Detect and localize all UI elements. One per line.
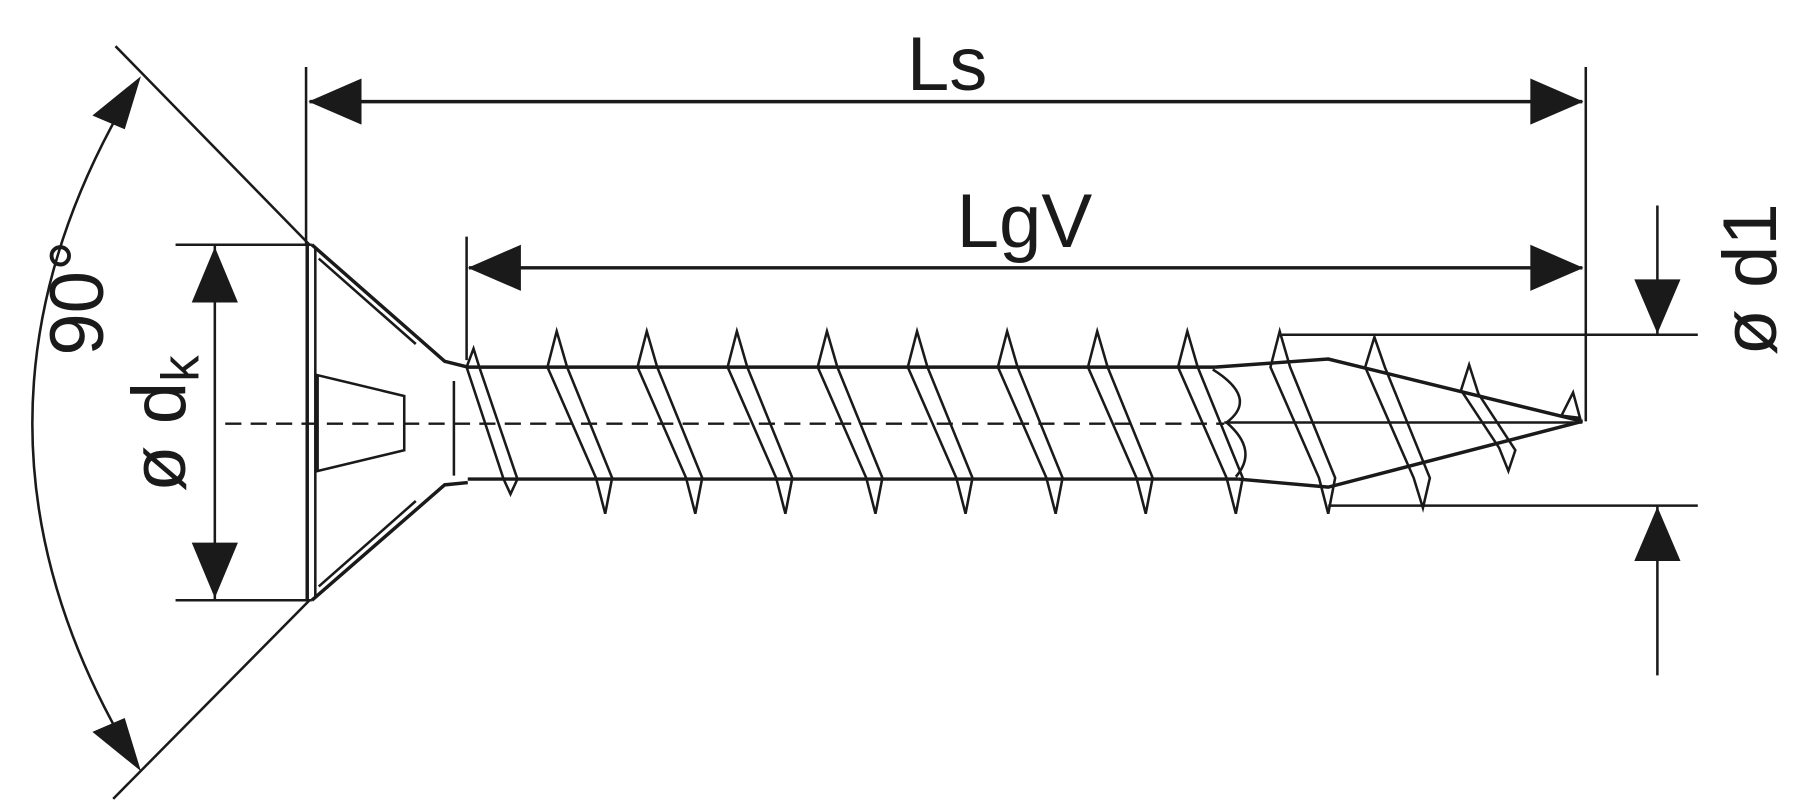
thread-flank <box>816 326 884 515</box>
head-inner-bottom <box>317 500 417 588</box>
angle-arrow-top <box>92 76 141 130</box>
thread-flank <box>465 344 519 498</box>
ls-arrow-right <box>1530 78 1584 125</box>
head-cone-top <box>310 243 469 369</box>
dk-subscript: k <box>152 355 211 382</box>
dk-symbol: ø d <box>117 382 202 492</box>
screw-shank <box>225 357 1583 489</box>
head-inner-top <box>317 257 417 345</box>
thread-flank <box>1459 360 1517 475</box>
angle-line-top <box>114 45 311 246</box>
head-angle-label: 90° <box>35 240 120 355</box>
overall-length-label: Ls <box>907 22 987 107</box>
lgv-arrow-right <box>1530 244 1584 291</box>
angle-arrow-bottom <box>92 718 141 772</box>
screw-threads <box>465 326 1582 515</box>
thread-flank <box>546 326 614 515</box>
thread-flank <box>1269 326 1337 515</box>
angle-line-bottom <box>112 599 311 800</box>
dk-arrow-top <box>191 247 238 303</box>
thread-flank <box>1176 326 1245 515</box>
lgv-arrow-left <box>467 244 521 291</box>
overall-length-dimension: Ls <box>308 22 1584 125</box>
head-diameter-dimension: ø dk <box>117 243 312 602</box>
d1-arrow-bottom <box>1634 506 1681 562</box>
svg-text:ø dk: ø dk <box>117 355 211 492</box>
screw-head <box>305 243 469 602</box>
thread-flank <box>906 326 974 515</box>
thread-flank <box>996 326 1064 515</box>
thread-diameter-dimension: ø d1 <box>1282 203 1793 676</box>
thread-diameter-label: ø d1 <box>1708 203 1793 355</box>
thread-flank <box>1559 388 1582 420</box>
thread-length-label: LgV <box>957 179 1093 264</box>
drive-recess <box>316 373 406 473</box>
thread-flank <box>1363 332 1432 513</box>
thread-flank <box>636 326 704 515</box>
head-cone-bottom <box>310 480 468 602</box>
d1-arrow-top <box>1634 279 1681 334</box>
thread-flank <box>1086 326 1154 515</box>
ls-arrow-left <box>308 78 362 125</box>
dk-arrow-bottom <box>191 542 238 598</box>
head-diameter-label: ø dk <box>117 355 211 492</box>
thread-flank <box>726 326 794 515</box>
thread-length-dimension: LgV <box>467 179 1584 291</box>
angle-arc <box>31 82 138 765</box>
